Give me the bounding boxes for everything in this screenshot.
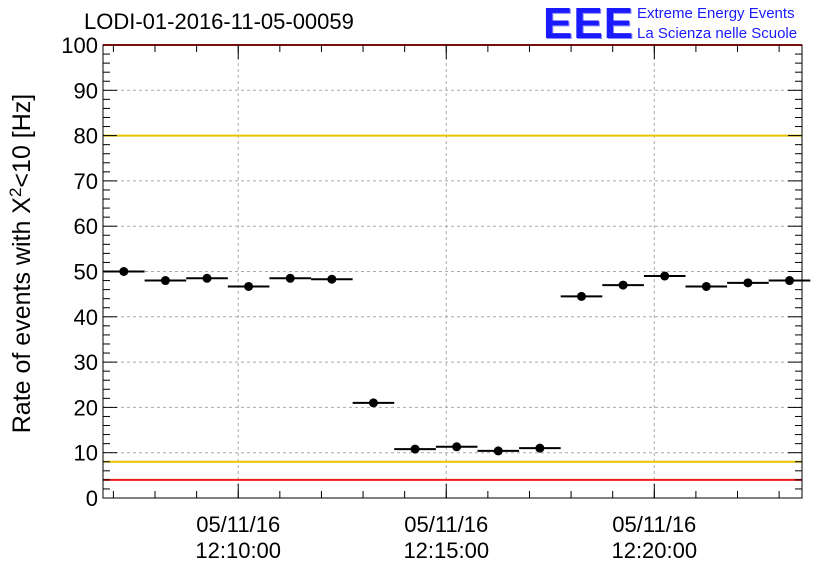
data-point (160, 276, 170, 286)
data-points (103, 267, 811, 456)
data-point (701, 281, 711, 291)
x-tick-label-date: 05/11/16 (196, 512, 280, 537)
y-tick-label: 40 (74, 305, 98, 330)
x-tick-label-date: 05/11/16 (612, 512, 696, 537)
data-point (743, 278, 753, 288)
y-tick-label: 0 (86, 486, 98, 511)
eee-logo: EEE Extreme Energy Events La Scienza nel… (543, 2, 833, 46)
data-point (327, 274, 337, 284)
y-tick-label: 90 (74, 78, 98, 103)
data-point (410, 444, 420, 454)
x-tick-label-date: 05/11/16 (404, 512, 488, 537)
data-point (244, 281, 254, 291)
y-tick-label: 70 (74, 169, 98, 194)
logo-line-2: La Scienza nelle Scuole (637, 25, 798, 42)
data-point (285, 273, 295, 283)
data-point (785, 276, 795, 286)
y-tick-label: 30 (74, 350, 98, 375)
y-axis-label: Rate of events with X2<10 [Hz] (6, 94, 37, 434)
data-point (660, 271, 670, 281)
data-point (618, 280, 628, 290)
logo-line-1: Extreme Energy Events (637, 5, 795, 22)
reference-lines (103, 44, 802, 481)
logo-mark: EEE (543, 0, 635, 48)
y-tick-label: 20 (74, 395, 98, 420)
data-point (452, 442, 462, 452)
data-point (535, 443, 545, 453)
data-point (493, 446, 503, 456)
x-tick-label-time: 12:10:00 (195, 538, 281, 563)
x-tick-label-time: 12:15:00 (403, 538, 489, 563)
axis-labels: 010203040506070809010005/11/1612:10:0005… (61, 33, 697, 563)
axis-ticks (103, 44, 802, 499)
grid-layer (103, 45, 802, 498)
y-tick-label: 10 (74, 441, 98, 466)
chart-title: LODI-01-2016-11-05-00059 (84, 9, 354, 34)
data-point (576, 291, 586, 301)
y-tick-label: 80 (74, 124, 98, 149)
y-tick-label: 60 (74, 214, 98, 239)
y-tick-label: 50 (74, 260, 98, 285)
data-point (119, 267, 129, 276)
x-tick-label-time: 12:20:00 (611, 538, 697, 563)
y-tick-label: 100 (61, 33, 98, 58)
data-point (202, 273, 212, 283)
data-point (368, 398, 378, 408)
